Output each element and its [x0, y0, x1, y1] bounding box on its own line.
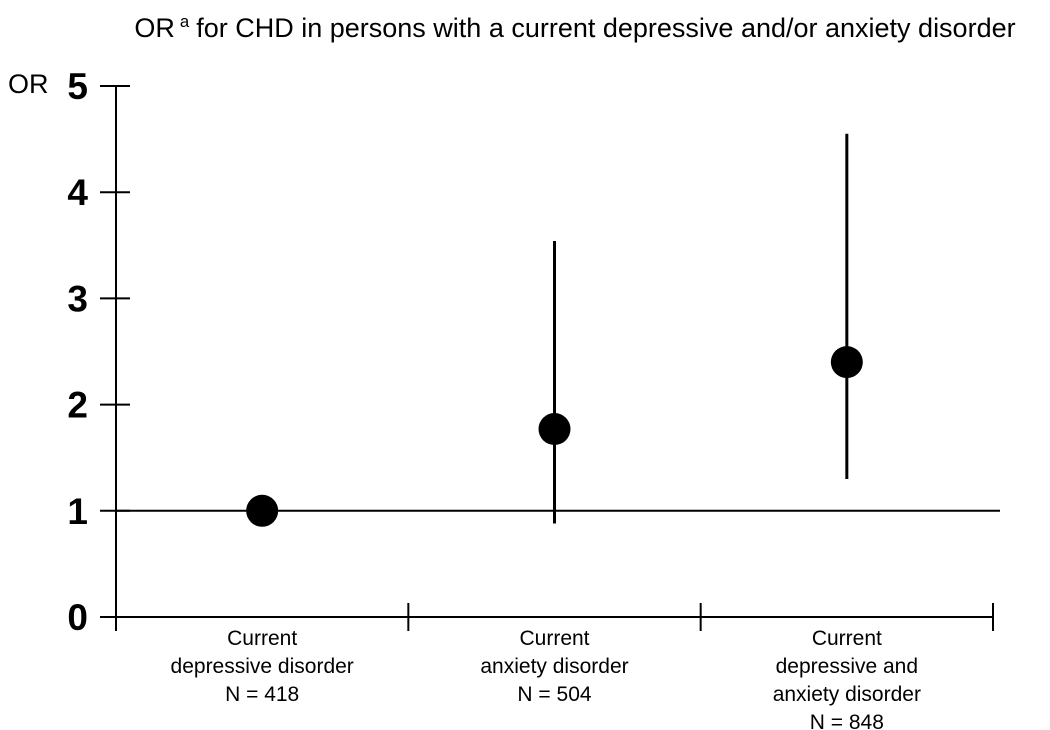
category-label-line: N = 418	[225, 683, 299, 706]
category-label-line: anxiety disorder	[480, 655, 628, 678]
y-axis-tick-label: 2	[67, 385, 88, 426]
chart-title: OR a for CHD in persons with a current dep…	[100, 7, 1050, 43]
category-label-line: depressive and	[776, 655, 918, 678]
category-label-line: N = 504	[517, 683, 591, 706]
y-axis-tick-label: 0	[67, 597, 88, 638]
chart-title-superscript: a	[179, 12, 190, 31]
category-label-line: N = 848	[810, 711, 884, 730]
y-axis-tick-label: 5	[67, 66, 88, 107]
chart-title-prefix: OR	[134, 13, 175, 43]
category-label-line: Current	[227, 627, 297, 650]
category-label-line: depressive disorder	[171, 655, 354, 678]
odds-ratio-point	[246, 494, 279, 527]
category-label-line: Current	[812, 627, 882, 650]
odds-ratio-point	[830, 346, 863, 379]
category-label-line: Current	[519, 627, 589, 650]
y-axis-tick-label: 3	[67, 278, 88, 319]
odds-ratio-point	[538, 413, 571, 446]
y-axis-title: OR	[8, 69, 49, 99]
category-label-line: anxiety disorder	[773, 683, 921, 706]
y-axis-tick-label: 1	[67, 491, 88, 532]
y-axis-tick-label: 4	[67, 172, 88, 213]
chart-title-rest: for CHD in persons with a current depres…	[196, 13, 1016, 43]
